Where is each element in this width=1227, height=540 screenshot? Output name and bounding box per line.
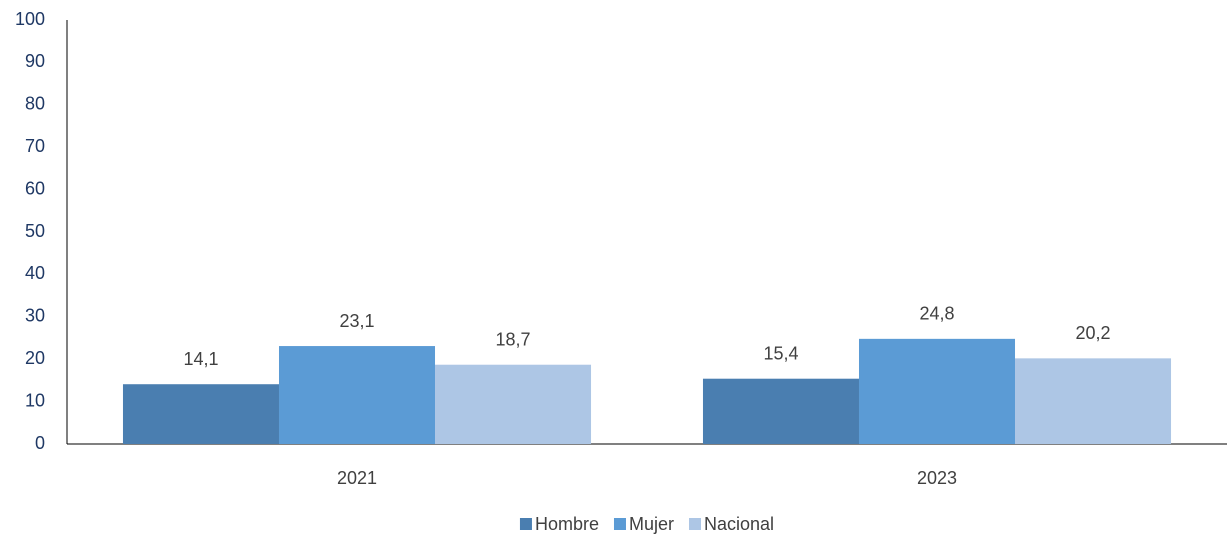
bar [435,364,592,444]
y-tick-label: 80 [25,94,45,114]
legend-label: Nacional [704,514,774,534]
x-tick-label: 2021 [337,468,377,488]
y-tick-label: 0 [35,433,45,453]
legend-swatch [689,518,701,530]
data-label: 14,1 [183,349,218,369]
bar [858,338,1016,444]
data-label: 15,4 [763,343,798,363]
y-tick-label: 30 [25,306,45,326]
legend-swatch [519,518,532,530]
y-tick-label: 10 [25,390,45,410]
y-tick-label: 90 [25,51,45,71]
y-tick-label: 40 [25,263,45,283]
y-tick-label: 60 [25,178,45,198]
data-label: 24,8 [919,304,954,324]
legend-swatch [613,518,626,530]
y-tick-label: 20 [25,348,45,368]
data-label: 18,7 [495,329,530,349]
data-label: 20,2 [1075,323,1110,343]
bar [278,346,436,444]
bar [702,378,859,444]
y-tick-label: 50 [25,221,45,241]
x-tick-label: 2023 [917,468,957,488]
legend-label: Hombre [535,514,599,534]
bar [122,384,279,444]
data-label: 23,1 [339,311,374,331]
y-tick-label: 70 [25,136,45,156]
bar [1015,358,1172,444]
legend-label: Mujer [629,514,674,534]
y-tick-label: 100 [15,9,45,29]
